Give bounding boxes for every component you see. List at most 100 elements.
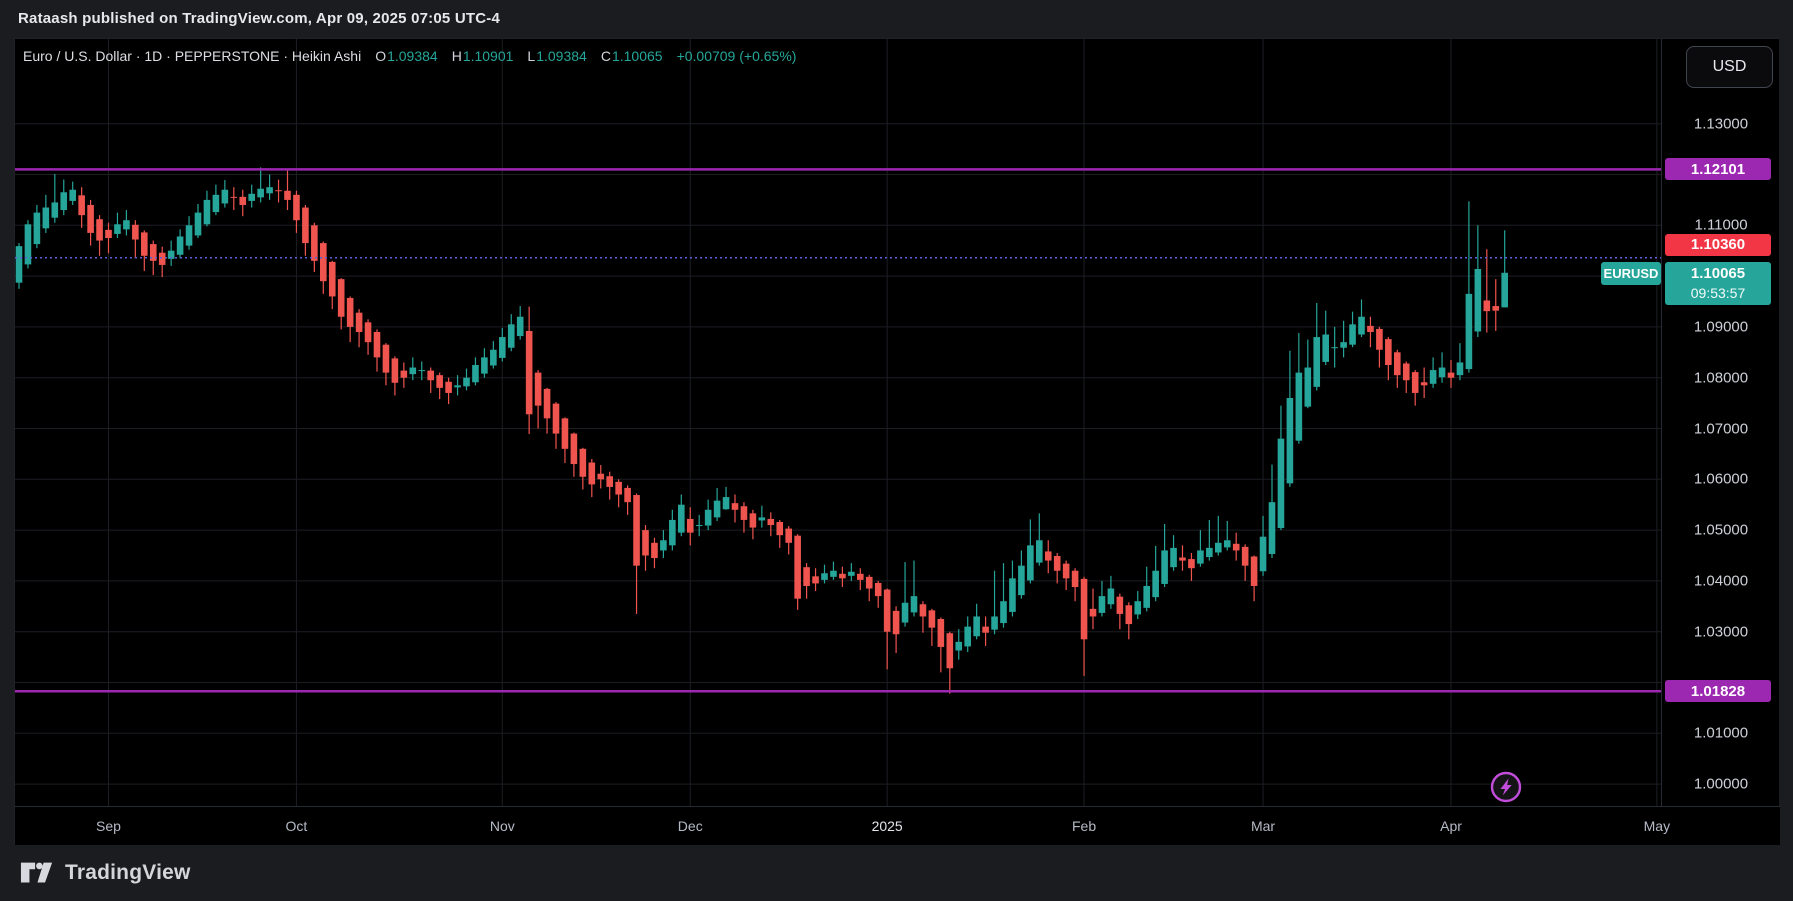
candle-down (141, 232, 148, 256)
candle-up (15, 246, 23, 283)
candle-down (1241, 546, 1249, 566)
ohlc-open: O 1.09384 (375, 48, 438, 64)
candle-down (149, 244, 157, 261)
candle-up (33, 212, 41, 245)
candle-up (1027, 545, 1034, 581)
time-tick-sep: Sep (96, 818, 121, 834)
price-tick-label: 1.11000 (1694, 216, 1748, 234)
level-badge-upper: 1.12101 (1665, 158, 1771, 181)
candle-down (328, 261, 336, 297)
candle-down (132, 224, 139, 240)
symbol-title: Euro / U.S. Dollar · 1D · PEPPERSTONE · … (23, 48, 362, 64)
alert-price-badge: 1.10360 (1665, 233, 1771, 256)
candle-up (60, 192, 68, 211)
currency-toggle-button[interactable]: USD (1686, 46, 1773, 88)
candle-up (123, 220, 130, 230)
tradingview-logo-text[interactable]: TradingView (65, 861, 191, 884)
candle-down (946, 633, 954, 669)
candle-up (463, 377, 470, 387)
candle-down (588, 462, 596, 485)
candle-up (1501, 272, 1508, 308)
candle-up (1009, 578, 1016, 612)
candle-down (686, 518, 694, 533)
candle-down (892, 610, 900, 635)
candle-down (1394, 352, 1401, 376)
candle-up (42, 207, 50, 229)
candle-down (355, 312, 363, 332)
candle-down (1062, 563, 1070, 579)
candle-up (1143, 585, 1150, 608)
ohlc-close: C 1.10065 (600, 48, 663, 64)
candle-up (821, 573, 828, 580)
candle-up (1170, 547, 1177, 568)
candle-up (221, 189, 229, 204)
candle-down (785, 528, 792, 543)
candle-down (364, 322, 372, 343)
candle-down (1385, 339, 1392, 365)
candle-up (1349, 324, 1356, 345)
candle-up (51, 202, 59, 218)
candle-down (445, 381, 452, 393)
candle-down (1044, 551, 1052, 561)
candle-up (481, 357, 488, 374)
candle-up (472, 365, 479, 383)
candle-up (185, 225, 193, 246)
candle-down (1483, 300, 1491, 312)
price-axis[interactable]: USD 1.10065 09:53:57 1.13000 1.11000 1.090… (1661, 39, 1779, 806)
candle-down (1376, 328, 1383, 350)
candle-down (579, 448, 587, 477)
candle-down (740, 506, 748, 520)
bar-countdown: 09:53:57 (1690, 284, 1746, 301)
candle-up (1429, 370, 1437, 384)
candle-down (1089, 608, 1097, 617)
candle-down (391, 358, 399, 383)
tradingview-logo-icon[interactable] (20, 860, 54, 886)
candle-up (1438, 367, 1446, 378)
plot-area[interactable]: Euro / U.S. Dollar · 1D · PEPPERSTONE · … (15, 39, 1661, 806)
current-price-badge: 1.10065 09:53:57 (1665, 261, 1771, 305)
candle-down (928, 610, 936, 628)
candle-down (633, 495, 640, 566)
candle-down (436, 375, 443, 388)
candle-down (320, 243, 327, 282)
publish-text: Rataash published on TradingView.com, Ap… (18, 10, 500, 27)
candle-down (731, 503, 739, 510)
candle-up (507, 324, 515, 348)
candle-down (1250, 556, 1258, 586)
candle-down (749, 513, 757, 528)
chart-widget: Euro / U.S. Dollar · 1D · PEPPERSTONE · … (14, 38, 1780, 846)
candle-up (248, 193, 255, 201)
candle-down (606, 476, 613, 487)
candle-down (337, 279, 345, 317)
candle-down (1071, 570, 1079, 587)
price-tick-label: 1.09000 (1693, 318, 1749, 336)
candle-down (1492, 306, 1500, 311)
candle-up (409, 367, 417, 375)
candle-up (1304, 367, 1312, 407)
candle-down (427, 370, 434, 381)
candle-down (534, 372, 542, 406)
candle-up (194, 212, 202, 236)
price-tick-label: 1.05000 (1693, 521, 1749, 539)
candle-down (275, 190, 282, 192)
candle-up (1474, 268, 1482, 332)
candle-up (418, 370, 426, 372)
ohlc-high: H 1.10901 (451, 48, 514, 64)
candle-up (1465, 293, 1473, 370)
candle-down (919, 604, 927, 617)
time-axis[interactable]: Sep Oct Nov Dec 2025 Feb Mar Apr May (15, 806, 1780, 846)
candle-up (167, 250, 175, 259)
candle-up (758, 517, 766, 521)
candle-up (955, 641, 963, 651)
candle-up (499, 337, 506, 358)
candle-down (1179, 557, 1186, 561)
candle-up (1134, 601, 1142, 615)
candle-up (1286, 398, 1294, 484)
candle-down (857, 573, 864, 580)
candle-up (1277, 438, 1285, 529)
candle-up (114, 224, 121, 234)
candle-down (874, 582, 882, 597)
candle-up (1259, 536, 1267, 572)
candle-up (1098, 596, 1106, 613)
